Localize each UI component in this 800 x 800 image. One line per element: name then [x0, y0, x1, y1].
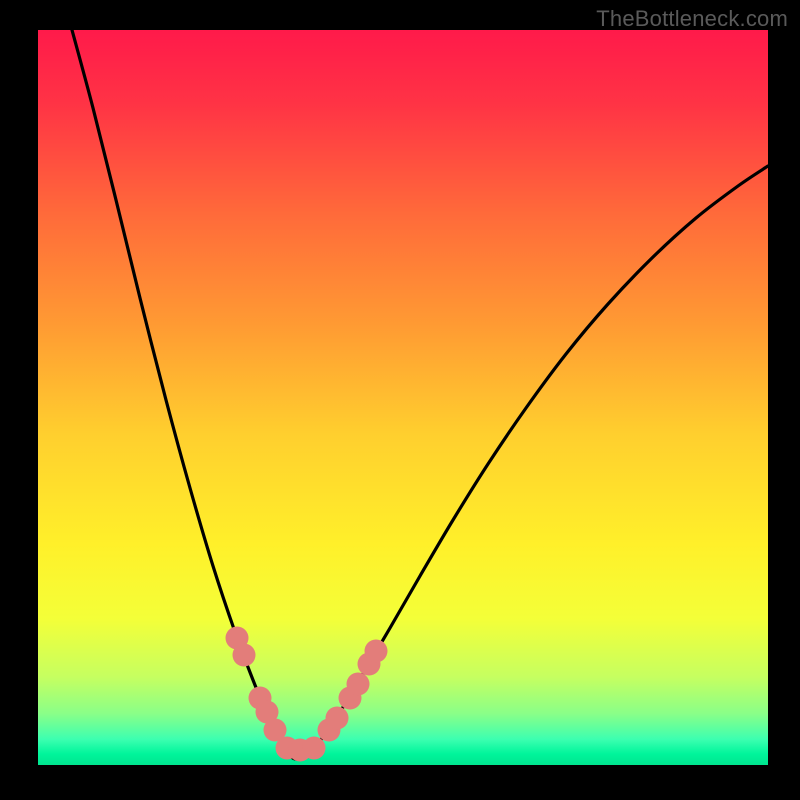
- curve-marker: [303, 737, 326, 760]
- bottleneck-curve: [72, 30, 768, 759]
- curve-marker: [233, 644, 256, 667]
- plot-area: [38, 30, 768, 765]
- curve-layer: [38, 30, 768, 765]
- curve-marker: [347, 673, 370, 696]
- curve-marker: [326, 707, 349, 730]
- curve-marker: [365, 640, 388, 663]
- plot-frame: [38, 30, 768, 765]
- markers-group: [226, 627, 388, 762]
- watermark-text: TheBottleneck.com: [596, 6, 788, 32]
